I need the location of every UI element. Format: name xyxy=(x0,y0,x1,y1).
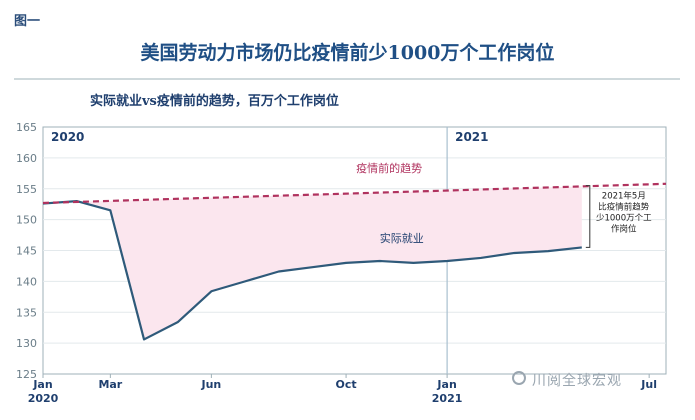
y-tick-label: 160 xyxy=(16,152,37,165)
series-label-trend: 疫情前的趋势 xyxy=(356,161,422,175)
y-tick-label: 150 xyxy=(16,214,37,227)
chart-title: 美国劳动力市场仍比疫情前少1000万个工作岗位 xyxy=(140,42,555,64)
watermark: 川阅全球宏观 xyxy=(532,373,622,389)
title-divider xyxy=(14,78,680,80)
x-tick-label: Mar xyxy=(98,378,122,391)
chart-subtitle: 实际就业vs疫情前的趋势，百万个工作岗位 xyxy=(90,94,339,109)
x-tick-label-year: 2020 xyxy=(28,392,59,405)
y-tick-label: 155 xyxy=(16,183,37,196)
y-tick-label: 130 xyxy=(16,337,37,350)
figure-label: 图一 xyxy=(14,14,41,29)
wechat-icon xyxy=(512,371,526,385)
year-label: 2020 xyxy=(51,130,84,144)
x-tick-label-year: 2021 xyxy=(432,392,463,405)
y-tick-label: 165 xyxy=(16,121,37,134)
annotation-bracket xyxy=(585,185,591,248)
y-tick-label: 140 xyxy=(16,275,37,288)
x-tick-label: Jan xyxy=(436,378,456,391)
series-line-trend xyxy=(42,182,667,205)
annotation-text: 比疫情前趋势 xyxy=(598,202,650,213)
annotation-text: 作岗位 xyxy=(611,224,637,235)
x-tick-label: Jul xyxy=(640,378,657,391)
annotation-text: 2021年5月 xyxy=(602,191,646,202)
series-label-actual: 实际就业 xyxy=(380,231,424,245)
series-line-actual xyxy=(42,200,582,341)
y-tick-label: 135 xyxy=(16,306,37,319)
y-tick-label: 145 xyxy=(16,245,37,258)
x-tick-label: Jan xyxy=(32,378,52,391)
annotation-text: 少1000万个工 xyxy=(596,214,652,224)
y-tick-label: 125 xyxy=(16,368,37,381)
year-label: 2021 xyxy=(455,130,488,144)
x-tick-label: Jun xyxy=(200,378,221,391)
x-tick-label: Oct xyxy=(336,378,357,391)
gap-area xyxy=(43,186,582,340)
